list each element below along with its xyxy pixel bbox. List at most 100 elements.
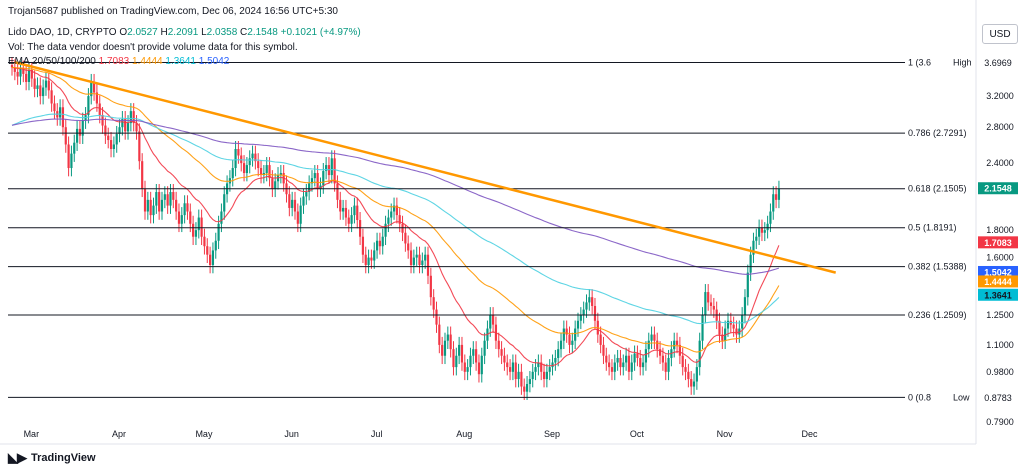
candle-body — [608, 362, 611, 368]
candle-body — [143, 188, 147, 212]
candle-body — [630, 362, 633, 372]
candle-body — [339, 199, 342, 212]
candle-body — [644, 349, 648, 363]
candle-body — [268, 165, 271, 179]
tradingview-logo-icon: ◣▶ — [8, 450, 27, 465]
candle-body — [375, 240, 379, 251]
ohlc-h-label: H — [160, 27, 168, 38]
candle-body — [636, 353, 639, 358]
price-tag-bg — [978, 288, 1018, 301]
ema20-line — [11, 66, 780, 367]
y-tick-label: 2.4000 — [986, 158, 1014, 168]
candle-body — [392, 205, 396, 212]
candle-body — [760, 227, 764, 233]
candle-body — [387, 217, 390, 224]
candle-body — [73, 142, 76, 154]
candle-body — [772, 194, 775, 212]
symbol-line: Lido DAO, 1D, CRYPTO O2.0527 H2.2091 L2.… — [8, 27, 361, 38]
candle-body — [44, 80, 48, 88]
ohlc-high: 2.2091 — [167, 27, 199, 38]
candle-body — [217, 223, 220, 241]
candle-body — [118, 127, 121, 134]
candle-body — [625, 355, 628, 363]
candle-body — [477, 362, 481, 375]
candle-body — [718, 320, 721, 335]
candle-body — [568, 334, 571, 345]
candle-body — [585, 302, 588, 310]
candle-body — [155, 192, 158, 206]
candle-body — [194, 230, 198, 237]
candle-body — [87, 96, 90, 116]
candle-body — [378, 240, 381, 247]
candle-body — [441, 344, 444, 356]
candle-body — [741, 315, 744, 329]
currency-button[interactable]: USD — [982, 24, 1018, 44]
candle-body — [358, 220, 362, 237]
candle-body — [209, 254, 212, 265]
ema100-value: 1.3641 — [165, 56, 196, 67]
candle-body — [537, 362, 540, 368]
candle-body — [426, 254, 430, 276]
fib-level-label: 0.382 (1.5388) — [908, 262, 967, 272]
candle-body — [132, 111, 135, 124]
candle-body — [746, 272, 749, 298]
candle-body — [160, 199, 164, 212]
candle-body — [542, 371, 546, 380]
candle-body — [242, 163, 246, 174]
candle-body — [271, 178, 274, 189]
candle-body — [16, 71, 19, 77]
candle-body — [749, 254, 752, 273]
candle-body — [158, 192, 161, 212]
candle-body — [574, 328, 577, 341]
candle-body — [42, 87, 45, 97]
candle-body — [735, 328, 738, 335]
candle-body — [10, 65, 14, 68]
candle-body — [432, 297, 435, 310]
candle-body — [319, 185, 322, 189]
candle-body — [565, 328, 568, 335]
candle-body — [503, 355, 506, 363]
candle-body — [678, 344, 681, 356]
candle-body — [758, 227, 761, 237]
candle-body — [313, 173, 316, 179]
ohlc-l-label: L — [201, 27, 207, 38]
candle-body — [325, 165, 328, 172]
candle-body — [36, 85, 39, 89]
candle-body — [333, 158, 336, 184]
candle-body — [656, 340, 659, 350]
candle-body — [356, 205, 359, 221]
candle-body — [112, 144, 115, 149]
fib-level-label: 0.618 (2.1505) — [908, 184, 967, 194]
candle-body — [438, 324, 441, 345]
candle-body — [364, 254, 367, 265]
price-tag: 1.3641 — [984, 290, 1012, 300]
price-tag-bg — [978, 275, 1018, 288]
candle-body — [506, 362, 509, 368]
candle-body — [540, 362, 543, 372]
candle-body — [664, 362, 667, 372]
candle-body — [775, 194, 778, 200]
candle-body — [308, 183, 311, 193]
candle-body — [466, 367, 469, 372]
candle-body — [755, 236, 758, 241]
price-tag: 2.1548 — [984, 184, 1012, 194]
price-tag-bg — [978, 236, 1018, 249]
candle-body — [231, 168, 234, 179]
ohlc-change: +0.1021 (+4.97%) — [280, 27, 361, 38]
candle-body — [257, 161, 260, 169]
candle-body — [183, 203, 186, 216]
candle-body — [107, 135, 110, 141]
candle-body — [373, 250, 376, 261]
volume-notice: Vol: The data vendor doesn't provide vol… — [8, 42, 298, 53]
x-tick-label: Jul — [371, 429, 383, 439]
candle-body — [588, 297, 591, 303]
ema100-line — [11, 113, 780, 325]
candle-body — [551, 362, 554, 368]
ohlc-close: 2.1548 — [247, 27, 278, 38]
candle-body — [197, 217, 200, 231]
candle-body — [370, 257, 373, 261]
publish-line: Trojan5687 published on TradingView.com,… — [8, 6, 338, 17]
candle-body — [95, 92, 98, 104]
ema50-value: 1.4444 — [132, 56, 163, 67]
